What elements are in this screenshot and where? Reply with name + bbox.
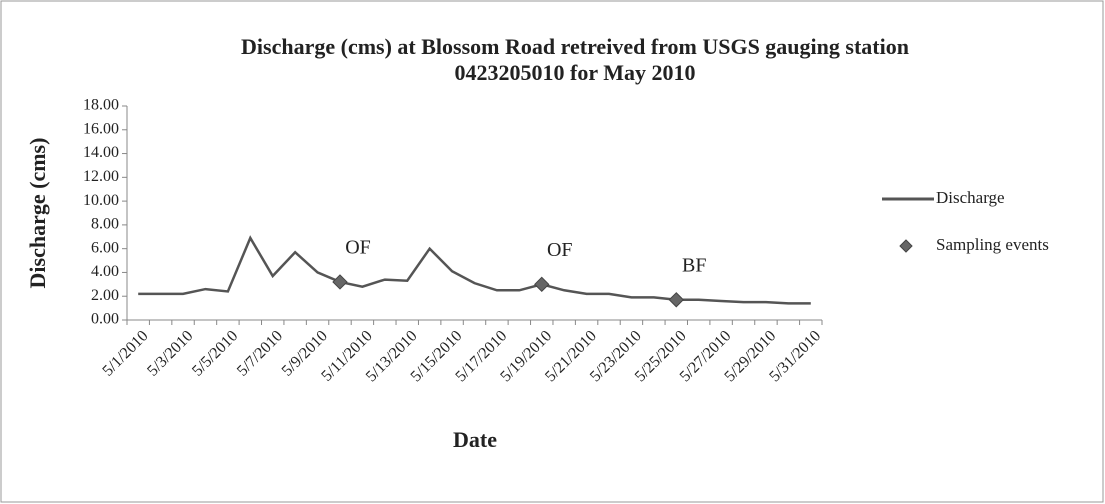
legend-label: Sampling events bbox=[936, 235, 1049, 254]
chart-title: Discharge (cms) at Blossom Road retreive… bbox=[241, 34, 909, 59]
y-tick-label: 18.00 bbox=[83, 97, 119, 114]
y-tick-label: 12.00 bbox=[83, 168, 119, 185]
y-tick-label: 0.00 bbox=[91, 311, 119, 328]
sampling-marker bbox=[534, 276, 550, 293]
legend-label: Discharge bbox=[936, 188, 1005, 207]
y-tick-label: 10.00 bbox=[83, 192, 119, 209]
y-tick-label: 2.00 bbox=[91, 287, 119, 304]
data-label: OF bbox=[547, 239, 573, 261]
legend-marker bbox=[899, 239, 913, 253]
data-label: OF bbox=[345, 237, 371, 259]
y-tick-label: 16.00 bbox=[83, 120, 119, 137]
y-axis-title: Discharge (cms) bbox=[25, 138, 50, 289]
line bbox=[138, 235, 811, 305]
y-tick-label: 8.00 bbox=[91, 216, 119, 233]
chart-subtitle: 0423205010 for May 2010 bbox=[455, 60, 696, 85]
y-tick-label: 6.00 bbox=[91, 239, 119, 256]
sampling-marker bbox=[668, 292, 684, 308]
sampling-marker bbox=[332, 274, 348, 290]
y-tick-label: 14.00 bbox=[83, 144, 119, 161]
x-axis-title: Date bbox=[453, 427, 497, 452]
data-label: BF bbox=[682, 254, 706, 276]
y-tick-label: 4.00 bbox=[91, 263, 119, 280]
